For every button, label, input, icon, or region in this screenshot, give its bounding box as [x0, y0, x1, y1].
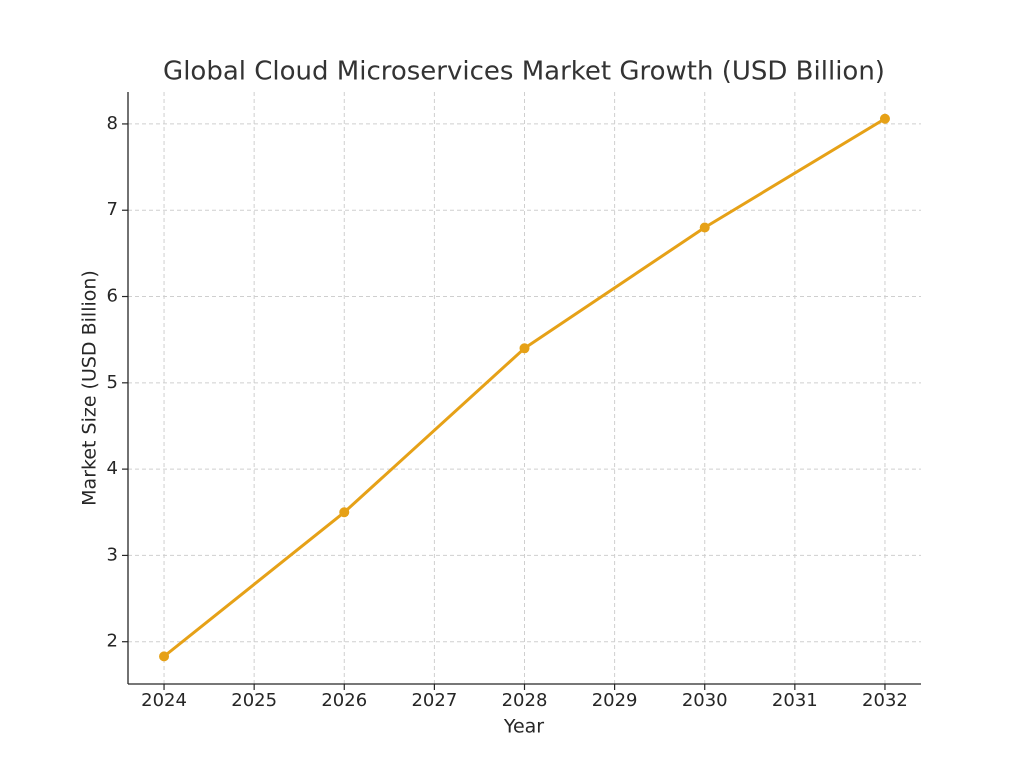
x-tick-label: 2029	[592, 690, 638, 711]
x-tick-label: 2024	[141, 690, 187, 711]
x-axis-label: Year	[503, 716, 544, 738]
data-point	[339, 507, 350, 518]
data-point	[879, 113, 890, 124]
y-tick-label: 3	[107, 544, 118, 565]
x-tick-label: 2026	[321, 690, 367, 711]
x-tick-label: 2031	[772, 690, 818, 711]
y-axis-label: Market Size (USD Billion)	[79, 270, 101, 506]
x-tick-label: 2032	[862, 690, 908, 711]
data-point	[159, 651, 170, 662]
y-tick-label: 4	[107, 458, 118, 479]
y-tick-label: 5	[107, 372, 118, 393]
y-tick-label: 8	[107, 113, 118, 134]
x-tick-label: 2030	[682, 690, 728, 711]
x-tick-label: 2025	[231, 690, 277, 711]
chart-title: Global Cloud Microservices Market Growth…	[163, 57, 885, 87]
y-tick-label: 2	[107, 631, 118, 652]
plot-area	[159, 113, 890, 662]
data-point	[699, 222, 710, 233]
x-tick-label: 2028	[502, 690, 548, 711]
x-tick-label: 2027	[411, 690, 457, 711]
grid	[128, 92, 921, 684]
y-tick-label: 6	[107, 286, 118, 307]
y-tick-label: 7	[107, 199, 118, 220]
data-point	[519, 343, 530, 354]
